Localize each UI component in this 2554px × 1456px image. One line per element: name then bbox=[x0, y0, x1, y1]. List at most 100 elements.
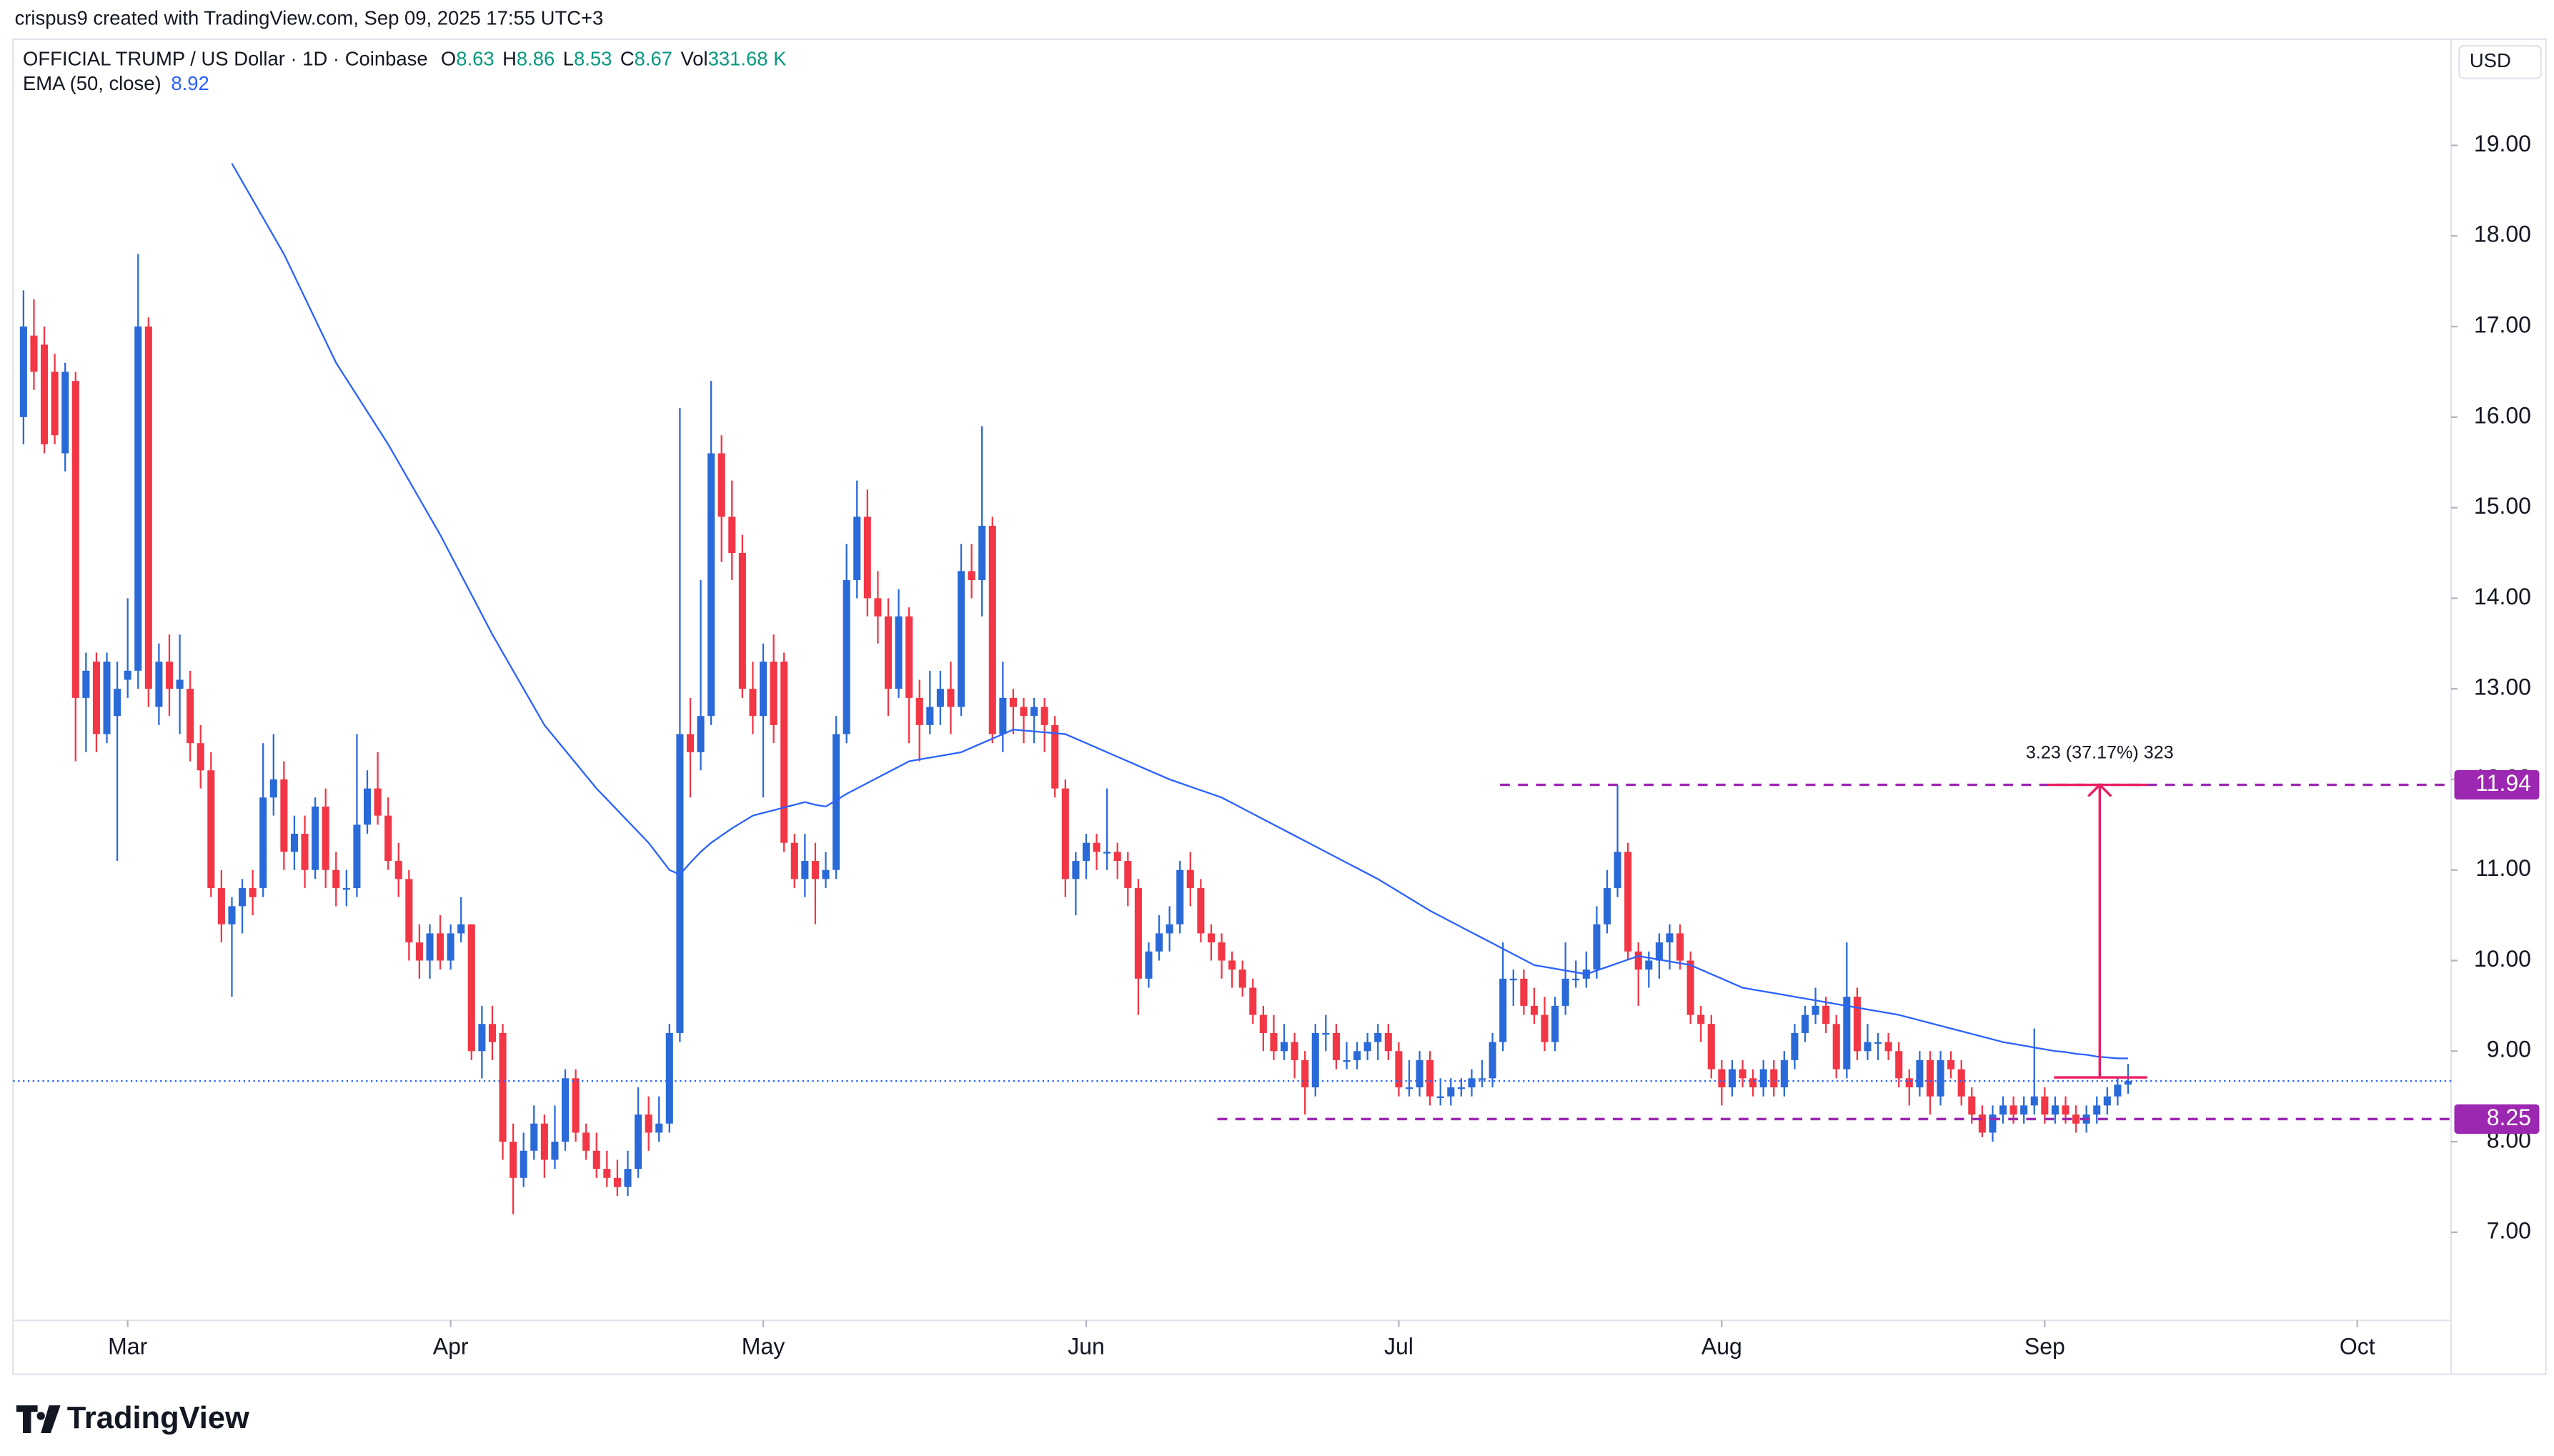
candle-body bbox=[738, 553, 746, 689]
candle-body bbox=[103, 662, 111, 734]
candle-body bbox=[197, 743, 204, 771]
candle-body bbox=[1051, 724, 1059, 789]
x-tick-label: Mar bbox=[108, 1333, 147, 1359]
x-tick-label: Oct bbox=[2340, 1333, 2375, 1359]
candle-body bbox=[1447, 1087, 1455, 1097]
candle-body bbox=[1207, 933, 1215, 943]
candle-body bbox=[853, 517, 861, 581]
candle-body bbox=[1947, 1059, 1955, 1069]
candle-body bbox=[520, 1150, 527, 1178]
candle-body bbox=[1572, 978, 1580, 981]
candle-body bbox=[1801, 1014, 1809, 1033]
brand-icon bbox=[16, 1405, 61, 1433]
candle-body bbox=[1999, 1105, 2007, 1115]
currency-box[interactable] bbox=[2458, 44, 2542, 79]
candle-body bbox=[228, 906, 236, 924]
legend-value: 8.86 bbox=[517, 48, 555, 70]
candle-body bbox=[2062, 1105, 2069, 1115]
candle-body bbox=[1259, 1014, 1267, 1033]
level-label-box bbox=[2454, 1104, 2540, 1134]
candle-body bbox=[655, 1123, 663, 1133]
candle-body bbox=[770, 662, 777, 725]
candle-body bbox=[1791, 1032, 1799, 1060]
candle-body bbox=[1749, 1078, 1757, 1087]
candle-body bbox=[780, 662, 788, 843]
candle-body bbox=[1332, 1032, 1340, 1060]
candle-body bbox=[1353, 1051, 1361, 1060]
candle-body bbox=[728, 517, 736, 554]
candle-body bbox=[1937, 1059, 1944, 1097]
candle-body bbox=[1291, 1042, 1298, 1060]
candle-body bbox=[936, 689, 944, 707]
candle-body bbox=[968, 571, 975, 581]
ema-value: 8.92 bbox=[171, 72, 209, 94]
candle-body bbox=[269, 779, 277, 798]
candle-body bbox=[124, 670, 131, 680]
candle-body bbox=[1426, 1059, 1434, 1097]
candle-body bbox=[915, 697, 923, 725]
measure-label: 3.23 (37.17%) 323 bbox=[2026, 743, 2174, 763]
symbol-name: OFFICIAL TRUMP / US Dollar · 1D · Coinba… bbox=[23, 48, 428, 70]
candle-body bbox=[822, 869, 830, 879]
y-tick-label: 11.00 bbox=[2475, 855, 2531, 881]
candle-body bbox=[1541, 1014, 1549, 1042]
candle-body bbox=[1968, 1096, 1976, 1115]
candle-body bbox=[645, 1115, 652, 1133]
candle-body bbox=[1874, 1042, 1882, 1044]
candle-body bbox=[92, 662, 100, 734]
candle-body bbox=[405, 879, 413, 943]
candle-body bbox=[114, 689, 121, 717]
candle-body bbox=[1301, 1059, 1309, 1087]
candle-body bbox=[342, 888, 350, 890]
candle-body bbox=[165, 662, 174, 689]
candle-body bbox=[697, 716, 705, 752]
candle-body bbox=[353, 824, 361, 889]
candle-body bbox=[988, 525, 996, 734]
candle-body bbox=[1186, 869, 1194, 889]
candle-body bbox=[801, 861, 809, 879]
candle-body bbox=[582, 1132, 590, 1151]
candle-body bbox=[1686, 960, 1694, 1015]
candle-body bbox=[790, 842, 798, 879]
candle-body bbox=[1728, 1069, 1736, 1087]
candle-body bbox=[1082, 842, 1090, 862]
candle-body bbox=[592, 1150, 600, 1170]
candle-body bbox=[437, 933, 444, 961]
candle-body bbox=[1739, 1069, 1746, 1079]
candle-body bbox=[843, 580, 850, 734]
candle-body bbox=[1384, 1032, 1392, 1052]
brand-name: TradingView bbox=[67, 1401, 249, 1435]
candle-body bbox=[572, 1078, 580, 1133]
candle-body bbox=[2009, 1105, 2017, 1115]
candle-body bbox=[478, 1024, 486, 1052]
candle-body bbox=[1957, 1069, 1965, 1097]
candle-body bbox=[187, 689, 194, 744]
y-tick-label: 13.00 bbox=[2474, 674, 2531, 700]
y-tick-label: 14.00 bbox=[2474, 584, 2531, 609]
candle-body bbox=[144, 326, 152, 689]
legend-key: Vol bbox=[680, 48, 707, 70]
candle-body bbox=[1853, 997, 1861, 1052]
candle-body bbox=[1061, 788, 1069, 879]
candle-body bbox=[1072, 861, 1080, 879]
candle-body bbox=[624, 1169, 632, 1187]
candle-body bbox=[1322, 1032, 1330, 1035]
candle-body bbox=[1363, 1042, 1371, 1052]
candle-body bbox=[71, 381, 79, 698]
candle-body bbox=[1832, 1024, 1840, 1069]
currency[interactable]: USD bbox=[2470, 49, 2511, 71]
candle-body bbox=[1509, 978, 1517, 981]
candle-body bbox=[1707, 1024, 1715, 1069]
candle-body bbox=[2072, 1115, 2080, 1124]
candle-body bbox=[1405, 1087, 1413, 1089]
legend-value: 8.67 bbox=[635, 48, 672, 70]
candle-body bbox=[322, 806, 329, 870]
candle-body bbox=[207, 770, 215, 889]
candle-body bbox=[1176, 869, 1184, 924]
candle-body bbox=[999, 697, 1007, 734]
candle-body bbox=[1040, 707, 1048, 725]
candle-body bbox=[1124, 861, 1132, 889]
x-tick-label: Jul bbox=[1384, 1333, 1413, 1359]
